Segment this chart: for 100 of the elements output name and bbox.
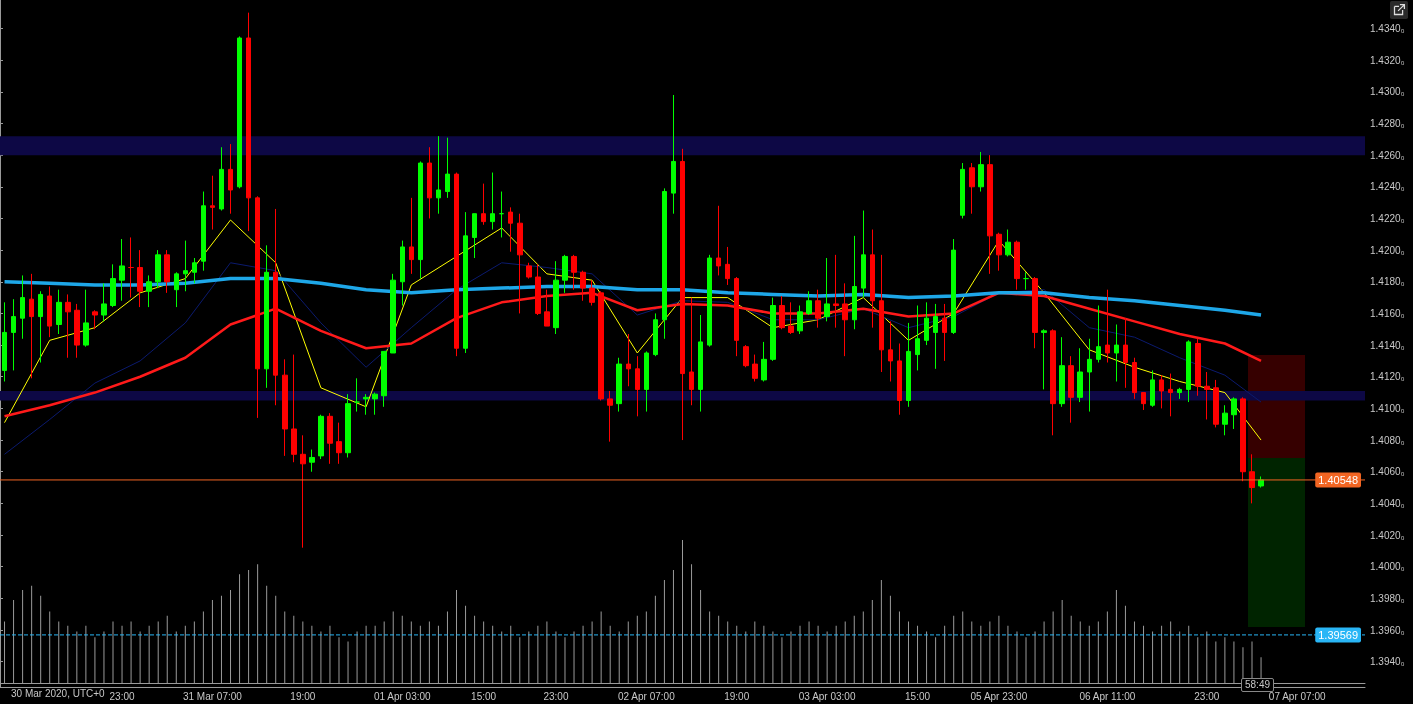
y-tick-label: 1.4080₀ bbox=[1370, 434, 1405, 446]
candlestick bbox=[1068, 355, 1074, 424]
candlestick bbox=[960, 162, 965, 219]
candlestick bbox=[381, 350, 387, 408]
candlestick bbox=[499, 191, 504, 238]
candlestick bbox=[553, 260, 559, 335]
candlestick bbox=[598, 290, 604, 401]
candlestick bbox=[1059, 336, 1065, 408]
candlestick bbox=[1087, 338, 1092, 413]
y-tick-label: 1.4020₀ bbox=[1370, 529, 1405, 541]
candlestick bbox=[472, 213, 477, 259]
candlestick bbox=[797, 305, 803, 335]
candlestick bbox=[1005, 229, 1011, 257]
candlestick bbox=[409, 197, 414, 275]
candlestick bbox=[933, 303, 938, 370]
candlestick bbox=[815, 289, 821, 329]
candlestick bbox=[11, 298, 16, 371]
candlestick bbox=[345, 393, 351, 458]
candlestick bbox=[128, 236, 134, 299]
candlestick bbox=[1114, 324, 1119, 382]
candlestick bbox=[779, 295, 785, 330]
x-tick-label: 19:00 bbox=[290, 690, 316, 702]
candlestick bbox=[92, 309, 98, 330]
line-series bbox=[4, 219, 1262, 441]
y-tick-label: 1.4160₀ bbox=[1370, 307, 1405, 319]
candlestick bbox=[1077, 347, 1083, 403]
candlestick bbox=[309, 449, 315, 473]
candlestick bbox=[300, 434, 306, 549]
candlestick bbox=[1096, 305, 1101, 363]
candlestick bbox=[481, 183, 486, 226]
y-tick-label: 1.4200₀ bbox=[1370, 244, 1405, 256]
candlestick bbox=[969, 162, 975, 215]
y-tick-label: 1.4140₀ bbox=[1370, 339, 1405, 351]
candlestick bbox=[517, 213, 523, 314]
y-tick-label: 1.4320₀ bbox=[1370, 54, 1405, 66]
x-tick-label: 23:00 bbox=[109, 690, 135, 702]
candlestick bbox=[680, 148, 685, 441]
y-tick-label: 1.4260₀ bbox=[1370, 149, 1405, 161]
candlestick bbox=[996, 232, 1002, 272]
y-tick-label: 1.4340₀ bbox=[1370, 22, 1405, 34]
x-tick-label: 23:00 bbox=[1194, 690, 1220, 702]
x-tick-label: 06 Apr 11:00 bbox=[1079, 690, 1136, 702]
candlestick bbox=[327, 412, 333, 465]
candlestick bbox=[318, 414, 324, 460]
candlestick bbox=[1222, 404, 1228, 436]
candlestick bbox=[653, 312, 658, 357]
candlestick bbox=[56, 289, 62, 335]
y-tick-label: 1.4100₀ bbox=[1370, 402, 1405, 414]
y-tick-label: 1.4120₀ bbox=[1370, 371, 1405, 383]
candlestick bbox=[390, 273, 396, 354]
candlestick bbox=[255, 195, 260, 419]
candlestick bbox=[689, 297, 694, 406]
y-tick-label: 1.4060₀ bbox=[1370, 466, 1405, 478]
candlestick bbox=[400, 240, 405, 307]
candlestick bbox=[888, 320, 893, 382]
candlestick bbox=[698, 314, 703, 413]
candlestick bbox=[219, 146, 224, 212]
candlestick bbox=[354, 377, 360, 413]
candlestick bbox=[1240, 396, 1246, 482]
candlestick bbox=[228, 143, 233, 215]
x-tick-label: 23:00 bbox=[543, 690, 569, 702]
candlestick bbox=[146, 274, 152, 308]
candlestick bbox=[1141, 392, 1146, 411]
candlestick bbox=[861, 210, 866, 299]
candlestick bbox=[1204, 371, 1210, 420]
candlestick bbox=[879, 254, 884, 373]
candlestick bbox=[201, 191, 206, 272]
candlestick bbox=[870, 229, 875, 329]
candlestick bbox=[1032, 276, 1038, 349]
x-tick-label: 19:00 bbox=[724, 690, 750, 702]
candlestick bbox=[562, 254, 568, 294]
candlestick bbox=[1023, 271, 1029, 291]
candlestick bbox=[607, 390, 613, 443]
candlestick bbox=[436, 135, 441, 215]
x-tick-label: 01 Apr 03:00 bbox=[373, 690, 432, 702]
candlestick bbox=[1195, 338, 1201, 397]
candlestick bbox=[183, 240, 188, 292]
candlestick bbox=[824, 257, 830, 322]
ref-line-label: 1.39569 bbox=[1318, 628, 1358, 641]
candlestick bbox=[110, 263, 116, 308]
candlestick bbox=[47, 286, 52, 338]
candlestick bbox=[264, 244, 269, 389]
candlestick bbox=[1213, 379, 1219, 428]
candlestick bbox=[788, 301, 794, 335]
candlestick bbox=[626, 333, 631, 387]
text: 30 Mar 2020, UTC+0 bbox=[8, 688, 108, 700]
candlestick bbox=[372, 392, 378, 416]
x-tick-label: 15:00 bbox=[905, 690, 931, 702]
candlestick bbox=[418, 160, 423, 280]
x-tick-label: 07 Apr 07:00 bbox=[1268, 690, 1326, 702]
candlestick bbox=[119, 238, 125, 302]
candlestick bbox=[282, 358, 288, 457]
x-tick-label: 03 Apr 03:00 bbox=[798, 690, 856, 702]
candlestick bbox=[155, 249, 161, 289]
candlestick bbox=[752, 354, 758, 382]
y-tick-label: 1.3980₀ bbox=[1370, 592, 1405, 604]
candlestick bbox=[490, 172, 495, 231]
candlestick bbox=[544, 289, 550, 327]
candlestick bbox=[761, 341, 767, 382]
candlestick bbox=[734, 276, 739, 357]
